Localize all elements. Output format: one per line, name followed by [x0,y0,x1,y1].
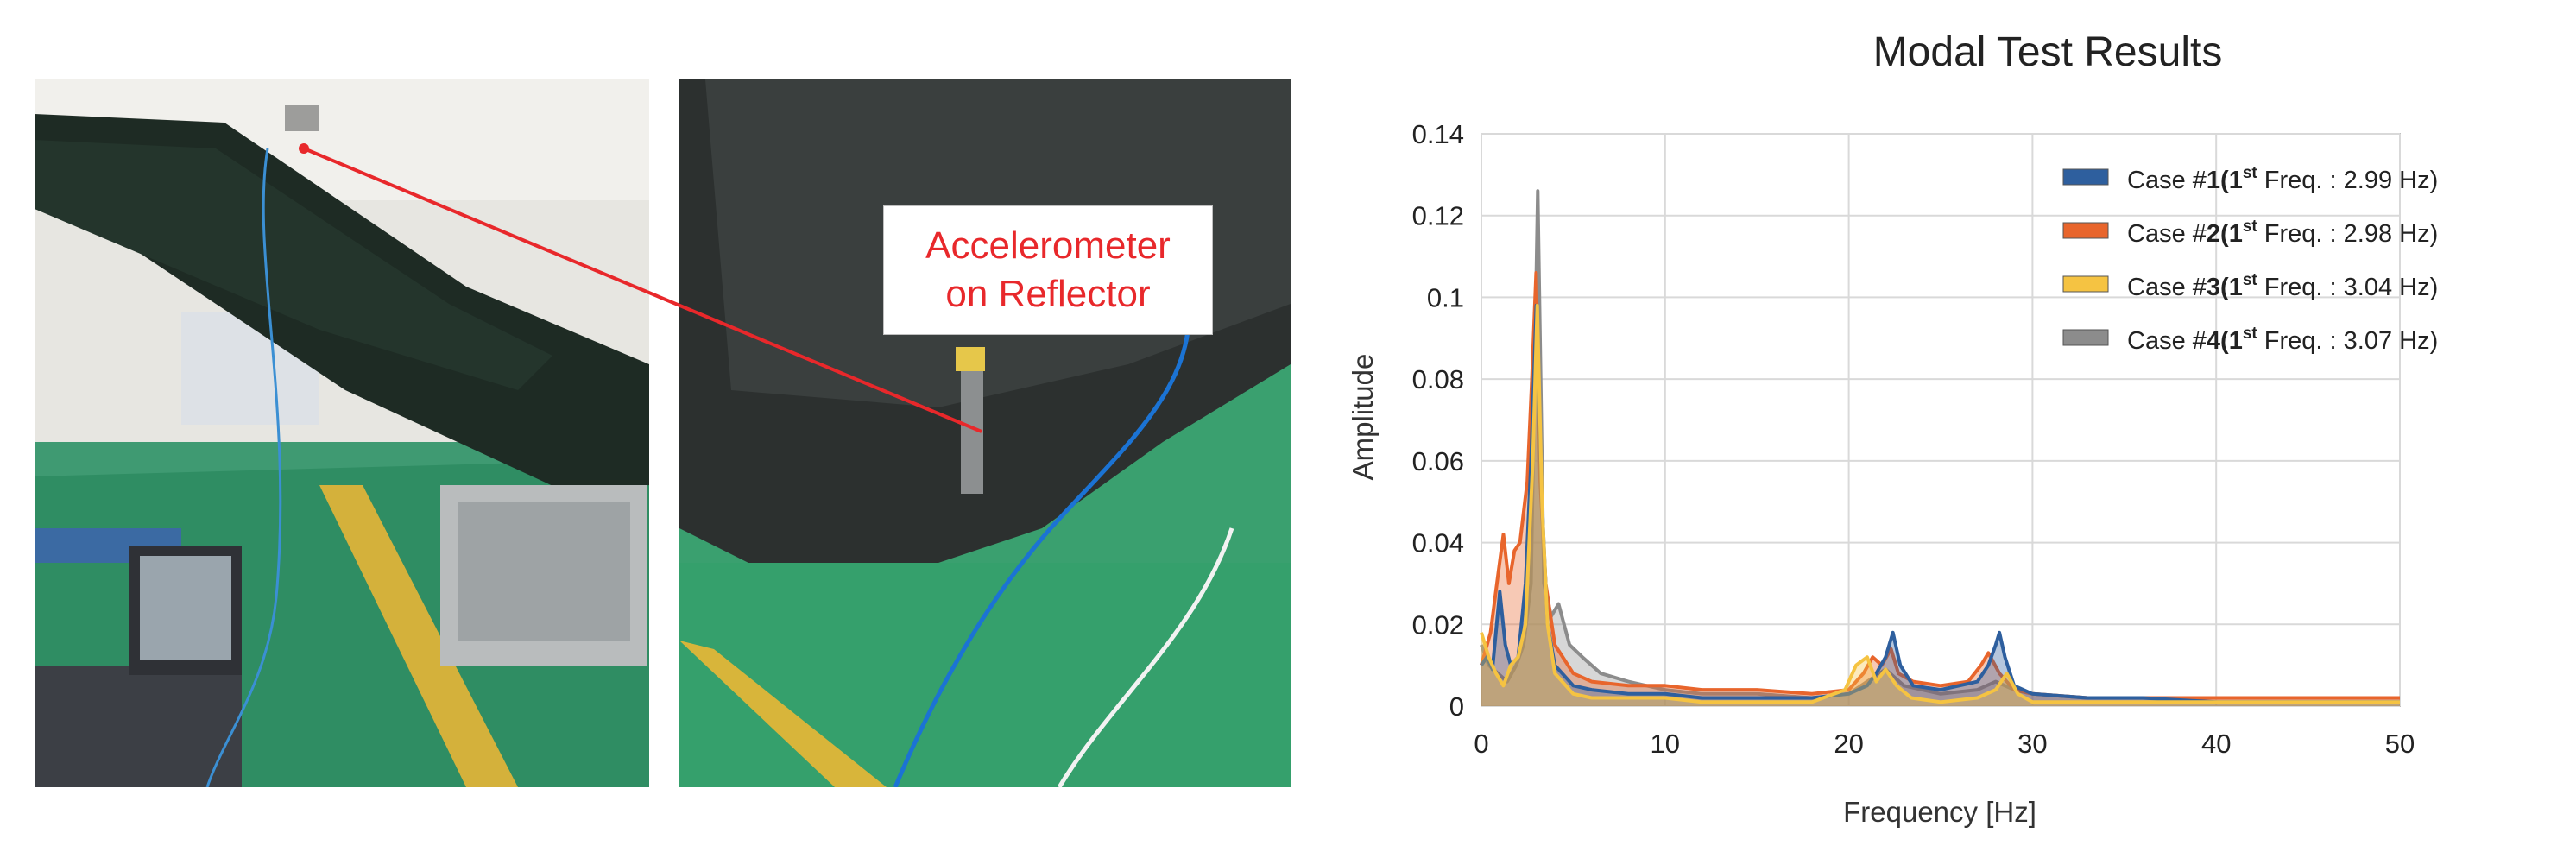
legend-swatch-3 [2062,275,2109,293]
y-tick-label: 0.06 [1412,446,1464,476]
modal-test-chart: Modal Test Results 0 0.02 0.04 0.06 0.08 0.1 0… [1321,0,2576,852]
y-tick-label: 0.14 [1412,119,1464,149]
legend-swatch-1 [2062,168,2109,186]
series-area-3 [1481,305,2400,706]
x-tick-label: 10 [1651,729,1680,759]
legend-entry-4: Case #4(1st Freq. : 3.07 Hz) [2127,325,2438,355]
reflector-photo-left [35,79,649,787]
y-axis-label: Amplitude [1347,354,1379,481]
x-tick-label: 30 [2017,729,2047,759]
series-line-1 [1480,303,2400,704]
x-tick-label: 50 [2385,729,2415,759]
legend-entry-2: Case #2(1st Freq. : 2.98 Hz) [2127,218,2438,248]
y-tick-label: 0.02 [1412,609,1464,640]
x-tick-label: 20 [1834,729,1863,759]
reflector-photo-right [679,79,1291,787]
series-area-1 [1481,305,2400,706]
series-line-4 [1480,189,2400,700]
x-tick-label: 0 [1474,729,1488,759]
accelerometer-callout: Accelerometer on Reflector [883,205,1213,335]
y-tick-label: 0.1 [1427,282,1464,312]
y-tick-label: 0.12 [1412,201,1464,231]
x-axis-label: Frequency [Hz] [1843,796,2036,828]
y-tick-label: 0.08 [1412,364,1464,394]
y-tick-label: 0 [1449,691,1464,722]
callout-line-1: Accelerometer [925,224,1171,267]
y-tick-label: 0.04 [1412,528,1464,559]
callout-line-2: on Reflector [945,273,1151,315]
chart-title: Modal Test Results [1873,29,2223,75]
x-tick-label: 40 [2201,729,2231,759]
legend-swatch-4 [2062,329,2109,346]
series-line-2 [1480,271,2400,700]
legend-entry-1: Case #1(1st Freq. : 2.99 Hz) [2127,164,2438,194]
series-area-4 [1481,191,2400,707]
legend-swatch-2 [2062,222,2109,239]
legend-entry-3: Case #3(1st Freq. : 3.04 Hz) [2127,271,2438,301]
chart-canvas: Modal Test Results 0 0.02 0.04 0.06 0.08 0.1 0… [1347,29,2438,828]
series-line-3 [1480,303,2400,704]
